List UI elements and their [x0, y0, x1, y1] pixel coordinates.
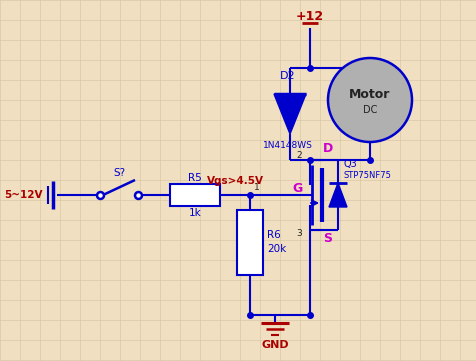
Text: GND: GND: [261, 340, 288, 350]
Text: R6: R6: [267, 230, 280, 240]
Text: DC: DC: [362, 105, 377, 115]
Text: Motor: Motor: [348, 87, 390, 100]
Text: 5~12V: 5~12V: [4, 190, 43, 200]
Text: S: S: [323, 231, 332, 244]
Text: 20k: 20k: [267, 244, 286, 254]
Text: D: D: [322, 142, 332, 155]
Text: D2: D2: [279, 71, 295, 81]
Text: R5: R5: [188, 173, 201, 183]
Text: G: G: [292, 183, 302, 196]
Text: 1N4148WS: 1N4148WS: [262, 142, 312, 151]
Polygon shape: [273, 94, 306, 134]
FancyBboxPatch shape: [237, 210, 262, 275]
Circle shape: [327, 58, 411, 142]
Text: Vgs>4.5V: Vgs>4.5V: [206, 176, 263, 186]
Text: Q3: Q3: [343, 159, 357, 169]
Text: +12: +12: [295, 9, 323, 22]
Text: 3: 3: [296, 230, 301, 239]
Text: 2: 2: [296, 152, 301, 161]
Text: 1k: 1k: [188, 208, 201, 218]
Text: S?: S?: [113, 168, 125, 178]
Text: STP75NF75: STP75NF75: [343, 170, 391, 179]
Polygon shape: [328, 183, 346, 207]
FancyBboxPatch shape: [169, 184, 219, 206]
Text: 1: 1: [253, 183, 259, 191]
